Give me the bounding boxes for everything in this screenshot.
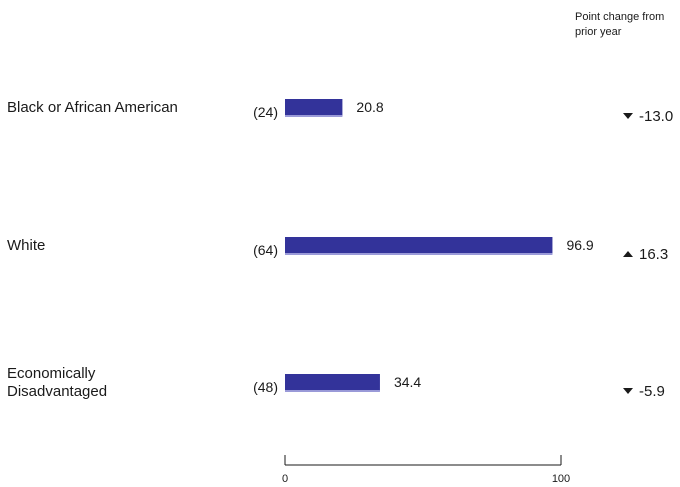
change-label: -5.9 [639, 383, 665, 400]
count-label: (48) [253, 379, 278, 395]
category-label-line: Disadvantaged [7, 383, 107, 400]
bar-underline [285, 253, 553, 255]
count-label: (64) [253, 242, 278, 258]
count-label: (24) [253, 104, 278, 120]
category-label: Economically Disadvantaged [7, 365, 107, 400]
category-label: Black or African American [7, 99, 178, 116]
x-tick-label: 0 [282, 473, 288, 485]
bar-underline [285, 115, 343, 117]
bar [285, 374, 380, 391]
triangle-down-icon [623, 388, 633, 394]
chart-row: Economically Disadvantaged (48) 34.4 -5.9 [7, 365, 665, 400]
x-tick-label: 100 [552, 473, 570, 485]
change-label: 16.3 [639, 246, 668, 263]
value-label: 20.8 [356, 99, 383, 115]
change-label: -13.0 [639, 108, 673, 125]
triangle-up-icon [623, 251, 633, 257]
change-header-line: Point change from [575, 11, 664, 23]
change-header: Point change from prior year [575, 11, 664, 38]
bar-underline [285, 390, 380, 392]
bar [285, 99, 343, 116]
category-label: White [7, 237, 45, 254]
value-label: 34.4 [394, 374, 421, 390]
x-axis: 0 100 [282, 455, 570, 485]
category-label-line: Economically [7, 365, 96, 382]
chart-rows: Black or African American (24) 20.8 -13.0 Wh… [7, 99, 673, 400]
triangle-down-icon [623, 113, 633, 119]
bar [285, 237, 553, 254]
category-label-line: Black or African American [7, 99, 178, 116]
value-label: 96.9 [566, 237, 593, 253]
category-label-line: White [7, 237, 45, 254]
change-header-line: prior year [575, 26, 622, 38]
chart-row: White (64) 96.9 16.3 [7, 237, 668, 263]
chart-row: Black or African American (24) 20.8 -13.0 [7, 99, 673, 125]
